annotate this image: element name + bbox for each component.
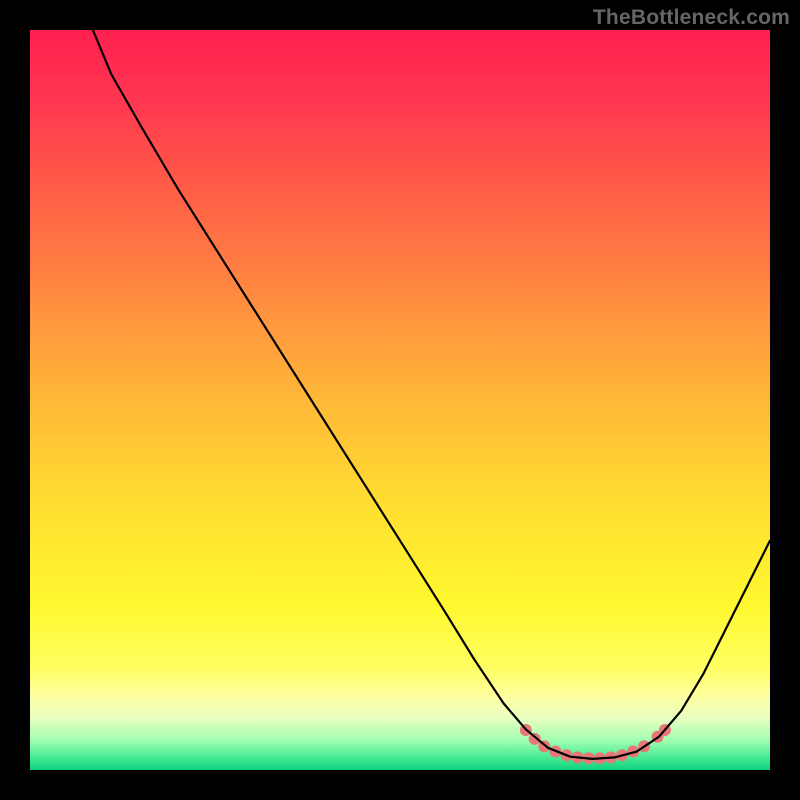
curve-layer [30,30,770,770]
watermark-text: TheBottleneck.com [593,6,790,30]
bottleneck-curve [93,30,770,759]
chart-frame [30,30,770,770]
plot-area [30,30,770,770]
